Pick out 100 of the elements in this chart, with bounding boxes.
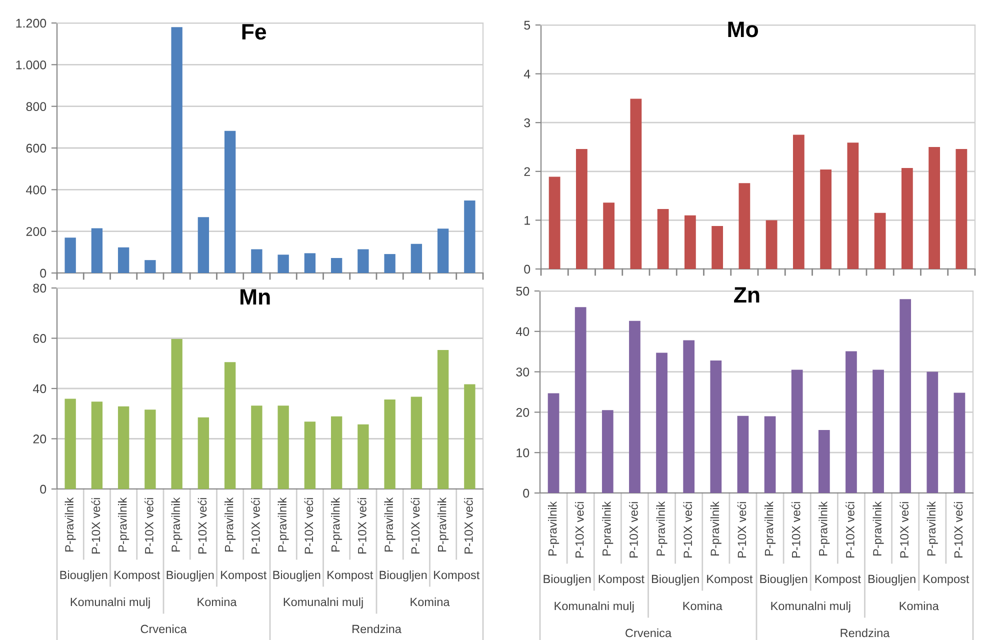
bar (766, 220, 778, 269)
y-tick-label: 30 (516, 368, 530, 376)
bar (712, 226, 724, 269)
x-tick-label: P-pravilnik (872, 501, 884, 556)
x-tick-label: P-pravilnik (331, 497, 342, 552)
bar (91, 402, 103, 489)
chart-title: Mo (728, 22, 758, 38)
x-tick-label: P-pravilnik (548, 501, 560, 556)
x-tick-label: P-10X veći (737, 502, 746, 558)
y-tick-label: 0 (523, 488, 530, 498)
bar (171, 27, 182, 273)
bar (956, 148, 968, 269)
bar (576, 148, 588, 269)
bar (464, 200, 476, 273)
bar (118, 247, 130, 273)
bar (144, 260, 156, 273)
x-tick-label: P-10X veći (91, 498, 100, 554)
y-tick-label: 50 (516, 286, 530, 296)
text: Rendzina (352, 624, 402, 634)
bar (901, 168, 913, 269)
x-tick-label: P-pravilnik (656, 501, 668, 556)
bar (304, 422, 316, 489)
bar (548, 393, 560, 493)
x-tick-label: P-pravilnik (602, 501, 614, 556)
x-tick-label: P-10X veći (358, 498, 366, 554)
x-tick-label: P-10X veći (954, 502, 963, 558)
bar (900, 299, 912, 493)
text: Rendzina (840, 628, 890, 638)
text: Komunalni mulj (70, 597, 150, 609)
text: Komina (683, 601, 722, 610)
bar (251, 249, 262, 273)
bar (656, 352, 668, 493)
y-tick-label: 10 (516, 448, 530, 458)
x-tick-label: P-10X veći (304, 498, 314, 554)
text: Kompost (328, 570, 374, 582)
text: Kompost (221, 570, 267, 582)
x-tick-label: P-10X veći (791, 502, 800, 558)
text: Biougljen (60, 570, 108, 582)
bar (464, 384, 476, 489)
text: Kompost (707, 574, 753, 586)
bar (437, 228, 449, 273)
bar (846, 351, 857, 493)
y-tick-label: 1.200 (16, 18, 46, 28)
y-tick-label: 3 (524, 118, 530, 128)
bar (874, 212, 886, 269)
y-tick-label: 2 (524, 167, 530, 176)
x-tick-label: P-pravilnik (710, 501, 722, 556)
x-tick-label: P-10X veći (144, 498, 154, 554)
bar (251, 406, 262, 489)
text: Komina (198, 597, 237, 606)
text: Komunalni mulj (284, 597, 363, 609)
text: Biougljen (166, 570, 214, 582)
bar (410, 244, 422, 273)
y-tick-label: 5 (524, 20, 530, 30)
y-tick-label: 20 (33, 434, 46, 444)
bar (118, 406, 130, 489)
bar (710, 360, 722, 493)
x-tick-label: P-pravilnik (926, 501, 938, 556)
text: Komina (410, 597, 450, 606)
bar (629, 320, 640, 493)
text: Biougljen (760, 574, 808, 586)
text: Komina (900, 601, 939, 610)
x-tick-label: P-pravilnik (224, 497, 236, 552)
x-tick-label: P-pravilnik (438, 497, 449, 552)
x-tick-label: P-pravilnik (118, 497, 130, 552)
text: Biougljen (652, 574, 699, 586)
text: Komunalni mulj (554, 601, 634, 613)
x-tick-label: P-10X veći (900, 502, 909, 558)
x-tick-label: P-pravilnik (764, 501, 776, 556)
bar (548, 176, 560, 269)
y-tick-label: 4 (524, 70, 530, 78)
y-tick-label: 60 (33, 334, 46, 343)
bar (330, 258, 342, 273)
x-tick-label: P-pravilnik (171, 497, 182, 552)
bar (330, 416, 342, 489)
bar (278, 406, 289, 489)
x-tick-label: P-10X veći (464, 498, 473, 554)
y-tick-label: 20 (516, 408, 530, 417)
x-tick-label: P-10X veći (410, 498, 420, 554)
bar (304, 253, 316, 273)
x-tick-label: P-10X veći (846, 502, 854, 558)
y-tick-label: 200 (26, 227, 46, 236)
bar (630, 98, 642, 269)
y-tick-label: 0 (40, 484, 46, 494)
bar (791, 370, 803, 493)
bar (818, 430, 830, 493)
y-tick-label: 40 (516, 327, 530, 336)
bar (602, 410, 614, 493)
text: Kompost (114, 570, 160, 582)
bar (64, 398, 76, 489)
x-tick-label: P-pravilnik (818, 501, 830, 556)
x-tick-label: P-pravilnik (64, 497, 76, 552)
text: Crvenica (140, 624, 187, 634)
bar (410, 396, 422, 489)
bar (64, 238, 76, 273)
chart-title: Fe (242, 24, 266, 40)
bar (358, 249, 369, 273)
text: Crvenica (626, 628, 672, 638)
text: Biougljen (380, 570, 427, 582)
text: Kompost (815, 574, 861, 586)
